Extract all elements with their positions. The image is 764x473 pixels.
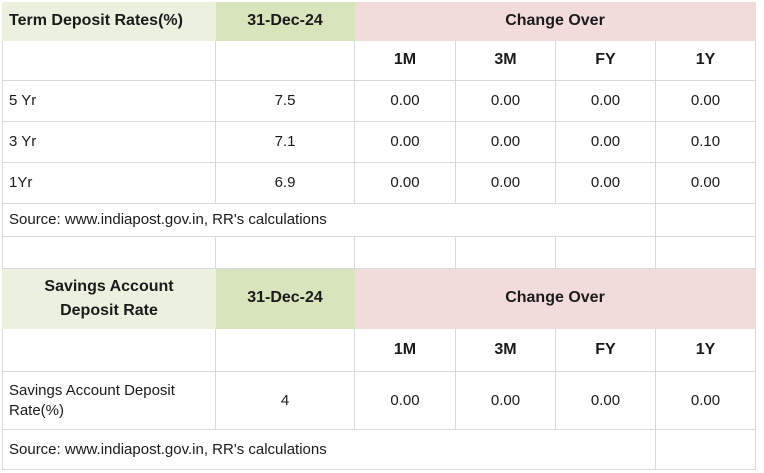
empty-cell <box>2 41 216 81</box>
spacer-cell <box>216 237 355 269</box>
t1-row-3yr-rate: 7.1 <box>216 122 355 163</box>
t2-row-savings-rate: 4 <box>216 372 355 430</box>
t1-period-header-fy: FY <box>556 41 656 81</box>
t1-row-5yr-label: 5 Yr <box>2 81 216 122</box>
t1-row-1yr-change-1m: 0.00 <box>355 163 456 204</box>
t1-row-3yr-change-1m: 0.00 <box>355 122 456 163</box>
spacer-cell <box>456 237 556 269</box>
empty-cell <box>216 329 355 372</box>
t2-row-savings-label: Savings Account Deposit Rate(%) <box>2 372 216 430</box>
t1-row-3yr-change-1y: 0.10 <box>656 122 756 163</box>
t2-title-cell: Savings Account Deposit Rate <box>2 269 216 329</box>
t2-date-cell: 31-Dec-24 <box>216 269 355 329</box>
rates-grid: Term Deposit Rates(%) 31-Dec-24 Change O… <box>2 2 756 470</box>
spacer-cell <box>556 237 656 269</box>
t1-row-1yr-label: 1Yr <box>2 163 216 204</box>
t1-row-5yr-change-1y: 0.00 <box>656 81 756 122</box>
t2-row-savings-change-fy: 0.00 <box>556 372 656 430</box>
t1-row-3yr-change-3m: 0.00 <box>456 122 556 163</box>
t2-period-header-3m: 3M <box>456 329 556 372</box>
t2-row-savings-change-3m: 0.00 <box>456 372 556 430</box>
t2-period-header-fy: FY <box>556 329 656 372</box>
spacer-cell <box>2 237 216 269</box>
t1-row-1yr-change-1y: 0.00 <box>656 163 756 204</box>
t1-period-header-3m: 3M <box>456 41 556 81</box>
t2-source: Source: www.indiapost.gov.in, RR's calcu… <box>2 430 656 470</box>
t1-title-cell: Term Deposit Rates(%) <box>2 2 216 41</box>
t1-row-5yr-rate: 7.5 <box>216 81 355 122</box>
t1-source: Source: www.indiapost.gov.in, RR's calcu… <box>2 204 656 237</box>
t1-row-3yr-change-fy: 0.00 <box>556 122 656 163</box>
empty-cell <box>656 204 756 237</box>
empty-cell <box>656 430 756 470</box>
t1-row-5yr-change-fy: 0.00 <box>556 81 656 122</box>
t2-change-over-cell: Change Over <box>355 269 756 329</box>
t2-period-header-1y: 1Y <box>656 329 756 372</box>
t1-row-1yr-change-3m: 0.00 <box>456 163 556 204</box>
t1-date-cell: 31-Dec-24 <box>216 2 355 41</box>
t1-change-over-cell: Change Over <box>355 2 756 41</box>
t2-period-header-1m: 1M <box>355 329 456 372</box>
spacer-cell <box>355 237 456 269</box>
empty-cell <box>216 41 355 81</box>
t1-row-1yr-change-fy: 0.00 <box>556 163 656 204</box>
t2-row-savings-change-1y: 0.00 <box>656 372 756 430</box>
t1-row-5yr-change-3m: 0.00 <box>456 81 556 122</box>
t1-period-header-1m: 1M <box>355 41 456 81</box>
spacer-cell <box>656 237 756 269</box>
t1-row-1yr-rate: 6.9 <box>216 163 355 204</box>
t2-row-savings-change-1m: 0.00 <box>355 372 456 430</box>
t1-period-header-1y: 1Y <box>656 41 756 81</box>
empty-cell <box>2 329 216 372</box>
t1-row-3yr-label: 3 Yr <box>2 122 216 163</box>
t1-row-5yr-change-1m: 0.00 <box>355 81 456 122</box>
